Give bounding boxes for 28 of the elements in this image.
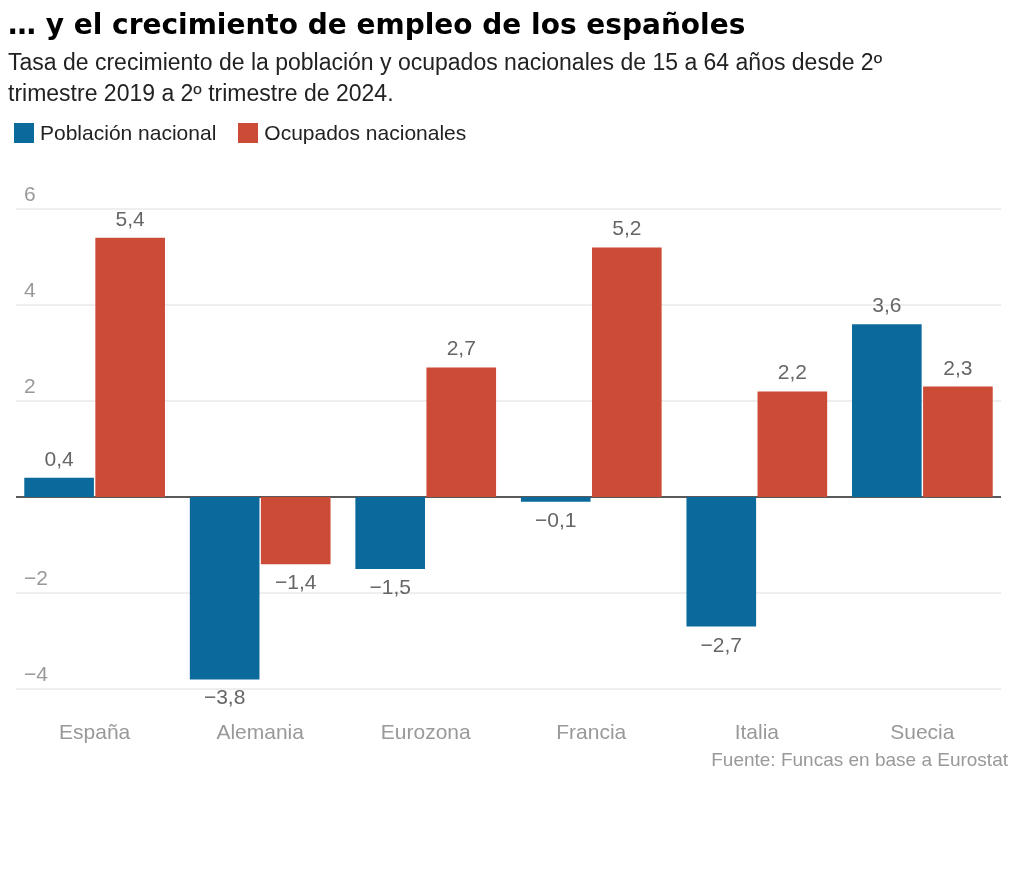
data-label: −0,1 [535,507,577,531]
x-tick-label: Alemania [216,719,305,743]
data-label: −1,4 [274,570,317,594]
source-note: Fuente: Funcas en base a Eurostat [710,749,1008,771]
legend-label: Población nacional [39,121,217,145]
x-tick-label: Italia [734,719,780,743]
chart-title: … y el crecimiento de empleo de los españoles [8,8,747,41]
x-tick-label: España [59,719,131,743]
legend-label: Ocupados nacionales [263,121,467,145]
y-tick-label: 6 [24,182,36,205]
x-tick-label: Suecia [890,719,955,743]
y-tick-label: 2 [24,374,36,397]
data-label: 5,2 [612,216,642,240]
data-label: −2,7 [700,632,743,656]
data-label: −1,5 [369,575,411,598]
data-label: 0,4 [44,446,75,470]
chart-subtitle: Tasa de crecimiento de la población y ocupados nacionales de 15 a 64 años desde 2º trimestre 2019 a 2º trimestre de 2024. [8,48,884,108]
y-tick-label: −4 [24,662,49,685]
y-tick-label: −2 [24,566,48,589]
y-tick-label: 4 [24,278,36,301]
data-label: −3,8 [203,685,246,709]
data-label: 5,4 [115,206,146,230]
x-tick-label: Francia [556,719,627,743]
x-tick-label: Eurozona [380,719,471,743]
data-label: 2,2 [777,360,807,384]
data-label: 2,3 [943,355,973,379]
data-label: 2,7 [446,336,476,360]
data-label: 3,6 [872,293,902,317]
